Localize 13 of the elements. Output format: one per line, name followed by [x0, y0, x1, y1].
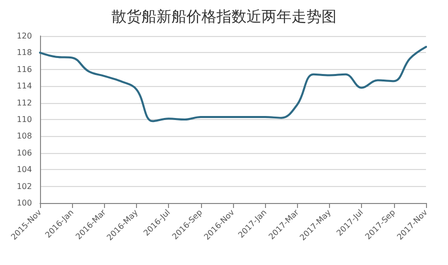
y-tick-label: 118 [16, 48, 32, 58]
y-tick-label: 108 [16, 132, 32, 141]
y-tick-label: 112 [16, 98, 32, 108]
chart-title: 散货船新船价格指数近两年走势图 [112, 8, 336, 26]
y-tick-label: 100 [16, 198, 32, 208]
y-tick-label: 106 [16, 148, 32, 158]
y-tick-label: 114 [16, 82, 32, 91]
y-tick-label: 116 [16, 64, 32, 74]
y-tick-label: 102 [16, 182, 32, 191]
line-series [39, 46, 427, 122]
y-tick-label: 120 [16, 32, 32, 40]
y-tick-label: 110 [16, 115, 32, 124]
y-tick-label: 104 [16, 165, 32, 174]
